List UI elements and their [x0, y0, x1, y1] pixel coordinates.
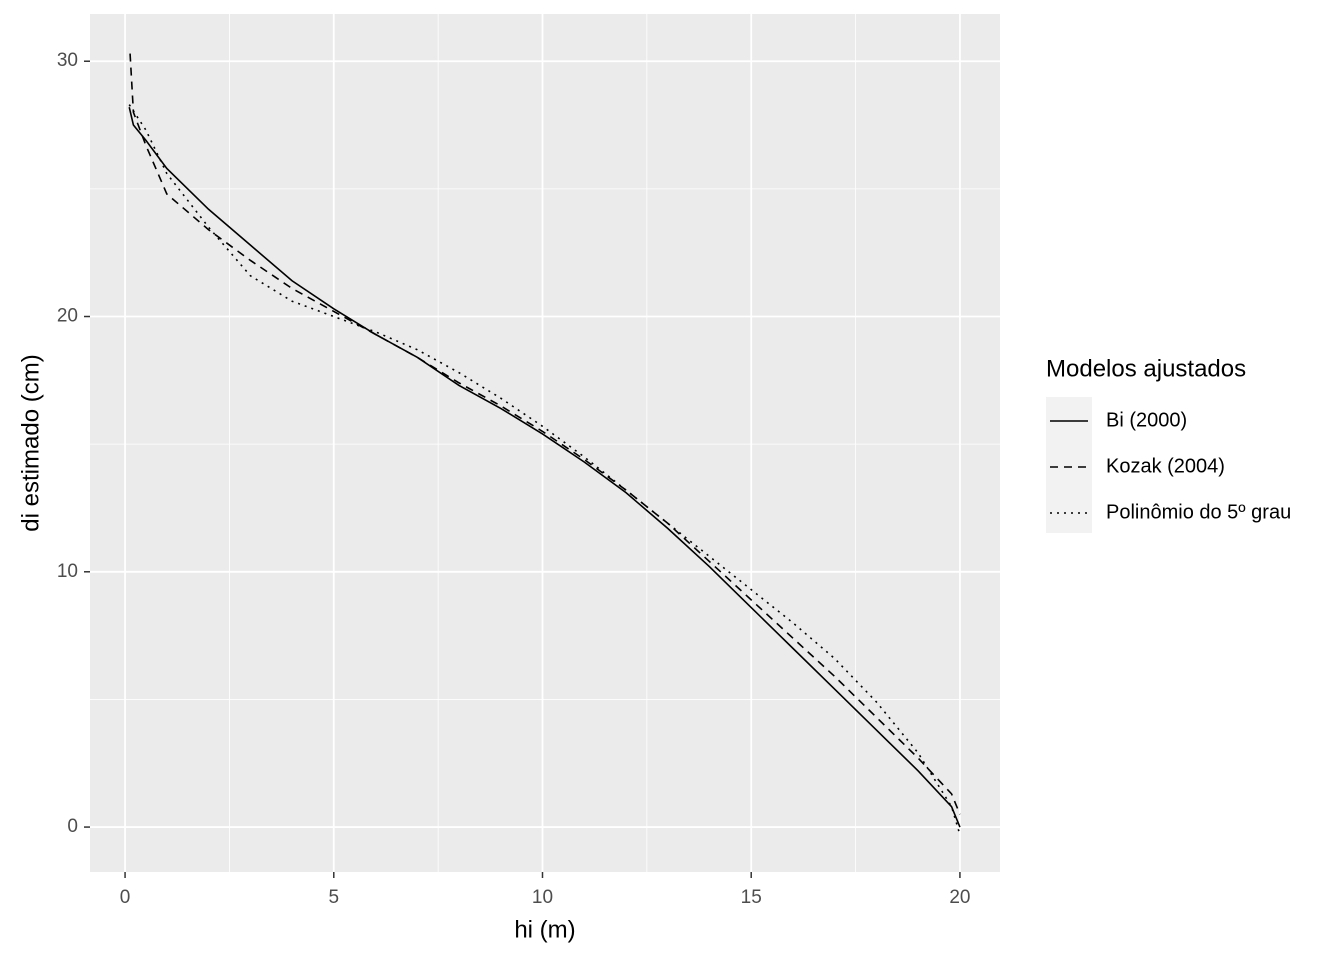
legend-title: Modelos ajustados: [1046, 355, 1246, 382]
x-tick-label: 15: [741, 887, 762, 908]
series-line: [128, 104, 961, 835]
x-tick-label: 5: [328, 887, 339, 908]
x-tick-label: 10: [532, 887, 553, 908]
legend-label: Bi (2000): [1106, 409, 1187, 431]
legend-key-bg: [1046, 397, 1092, 533]
x-axis-title: hi (m): [514, 916, 575, 943]
y-axis-title: di estimado (cm): [17, 354, 44, 531]
y-tick-label: 30: [57, 50, 78, 71]
x-tick-label: 20: [949, 887, 970, 908]
series-line: [129, 53, 961, 815]
legend-label: Polinômio do 5º grau: [1106, 501, 1291, 523]
y-tick-label: 0: [67, 816, 78, 837]
legend-label: Kozak (2004): [1106, 455, 1225, 477]
y-tick-label: 20: [57, 306, 78, 327]
panel: [90, 14, 1000, 872]
y-tick-label: 10: [57, 561, 78, 582]
series-line: [128, 106, 961, 828]
x-tick-label: 0: [120, 887, 131, 908]
